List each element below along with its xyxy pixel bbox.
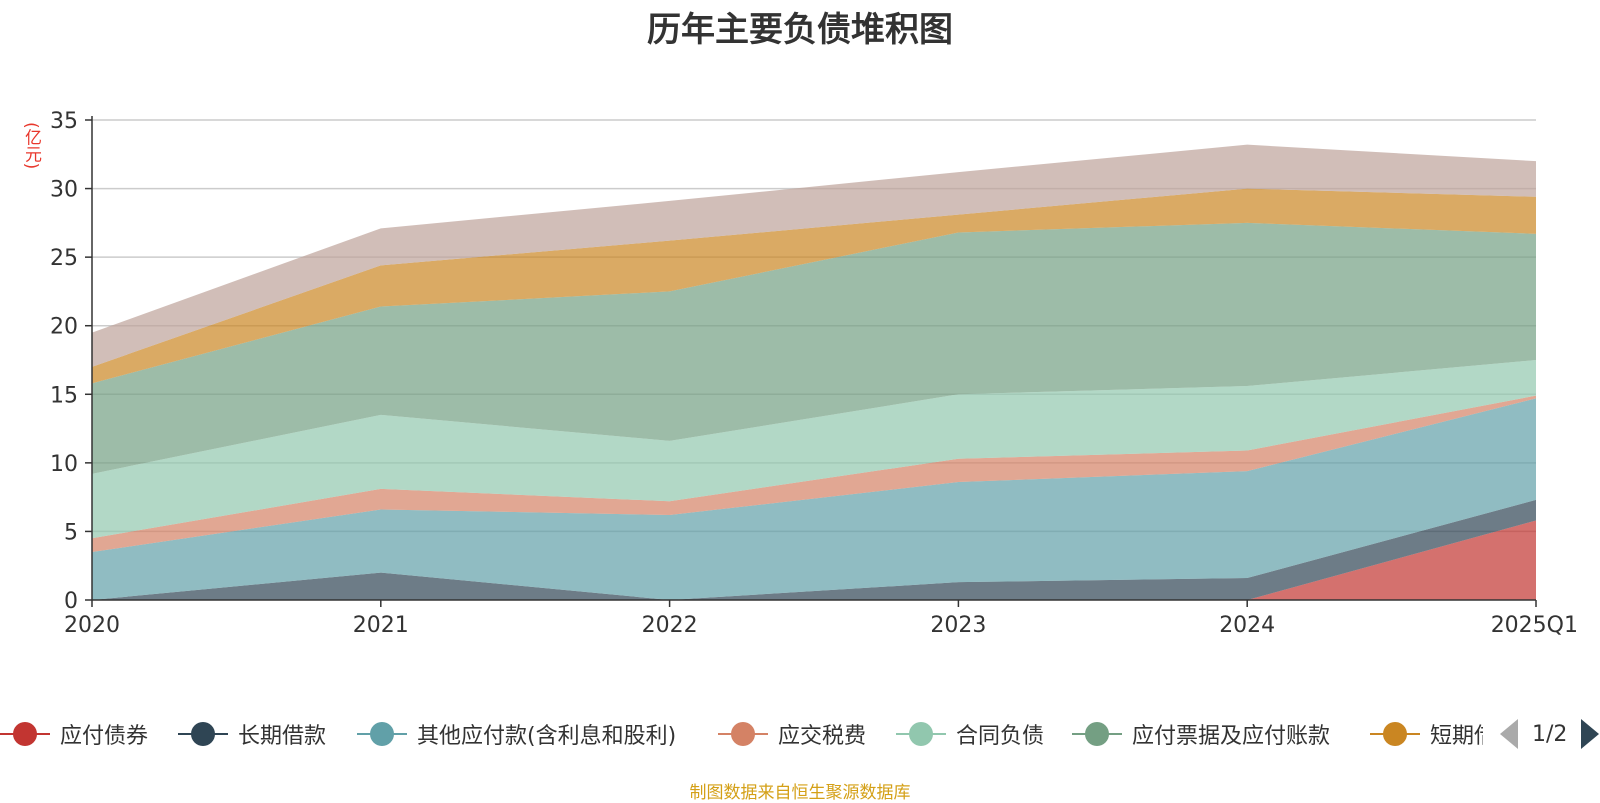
legend-next-page-icon[interactable] [1581, 719, 1600, 749]
legend-label: 应付票据及应付账款 [1132, 724, 1331, 749]
legend-marker-icon [1072, 722, 1122, 746]
chart-title: 历年主要负债堆积图 [647, 10, 953, 50]
x-tick-label: 2021 [353, 613, 409, 638]
y-tick-label: 10 [50, 452, 78, 477]
legend-marker-icon [178, 722, 228, 746]
legend-marker-icon [896, 722, 946, 746]
y-tick-label: 20 [50, 315, 78, 340]
legend-marker-icon [718, 722, 768, 746]
legend: 应付债券 长期借款 其他应付款(含利息和股利) 应交税费 合同负债 应付票据及应付账款 短期… [0, 712, 1600, 756]
y-tick-label: 35 [50, 109, 78, 134]
legend-label: 其他应付款(含利息和股利) [417, 724, 677, 749]
area-series[interactable] [92, 360, 1536, 539]
y-tick-label: 30 [50, 178, 78, 203]
y-tick-label: 15 [50, 383, 78, 408]
x-tick-label: 2025Q1 [1491, 613, 1578, 638]
stacked-area-chart: 0 5 10 15 20 25 30 35 2020 2021 2022 2023 2024 2025Q1 [50, 109, 1578, 638]
legend-page-indicator: 1/2 [1532, 721, 1568, 747]
area-series[interactable] [92, 398, 1536, 600]
area-series[interactable] [92, 188, 1536, 384]
legend-label: 应付债券 [60, 724, 149, 749]
legend-pager: 1/2 [1500, 712, 1600, 756]
x-tick-label: 2020 [64, 613, 120, 638]
area-series[interactable] [92, 222, 1536, 474]
legend-item[interactable]: 长期借款 [178, 712, 326, 756]
area-layer [92, 144, 1536, 600]
y-tick-label: 5 [64, 520, 78, 545]
y-tick-label: 0 [64, 589, 78, 614]
legend-label: 短期借款 [1430, 724, 1483, 749]
legend-label: 应交税费 [778, 724, 867, 749]
y-axis-unit: (亿元) [21, 122, 41, 170]
legend-marker-icon [357, 722, 407, 746]
x-tick-label: 2023 [930, 613, 986, 638]
legend-viewport: 应付债券 长期借款 其他应付款(含利息和股利) 应交税费 合同负债 应付票据及应付账款 短期… [0, 712, 1483, 756]
legend-marker-icon [1370, 722, 1420, 746]
x-tick-label: 2024 [1219, 613, 1275, 638]
area-series[interactable] [92, 520, 1536, 600]
area-series[interactable] [92, 499, 1536, 600]
legend-label: 合同负债 [956, 724, 1045, 749]
area-series[interactable] [92, 144, 1536, 367]
y-tick-label: 25 [50, 246, 78, 271]
legend-item[interactable]: 其他应付款(含利息和股利) [357, 712, 676, 756]
legend-item[interactable]: 应付债券 [0, 712, 148, 756]
legend-prev-page-icon[interactable] [1500, 719, 1518, 749]
axis-layer: 0 5 10 15 20 25 30 35 2020 2021 2022 2023 2024 2025Q1 [50, 109, 1578, 638]
legend-label: 长期借款 [238, 724, 327, 749]
x-tick-label: 2022 [642, 613, 698, 638]
legend-item[interactable]: 应交税费 [718, 712, 866, 756]
legend-item[interactable]: 应付票据及应付账款 [1072, 712, 1330, 756]
legend-item[interactable]: 合同负债 [896, 712, 1044, 756]
data-source-note: 制图数据来自恒生聚源数据库 [689, 783, 911, 803]
legend-marker-icon [0, 722, 50, 746]
legend-item[interactable]: 短期借款 [1370, 712, 1483, 756]
